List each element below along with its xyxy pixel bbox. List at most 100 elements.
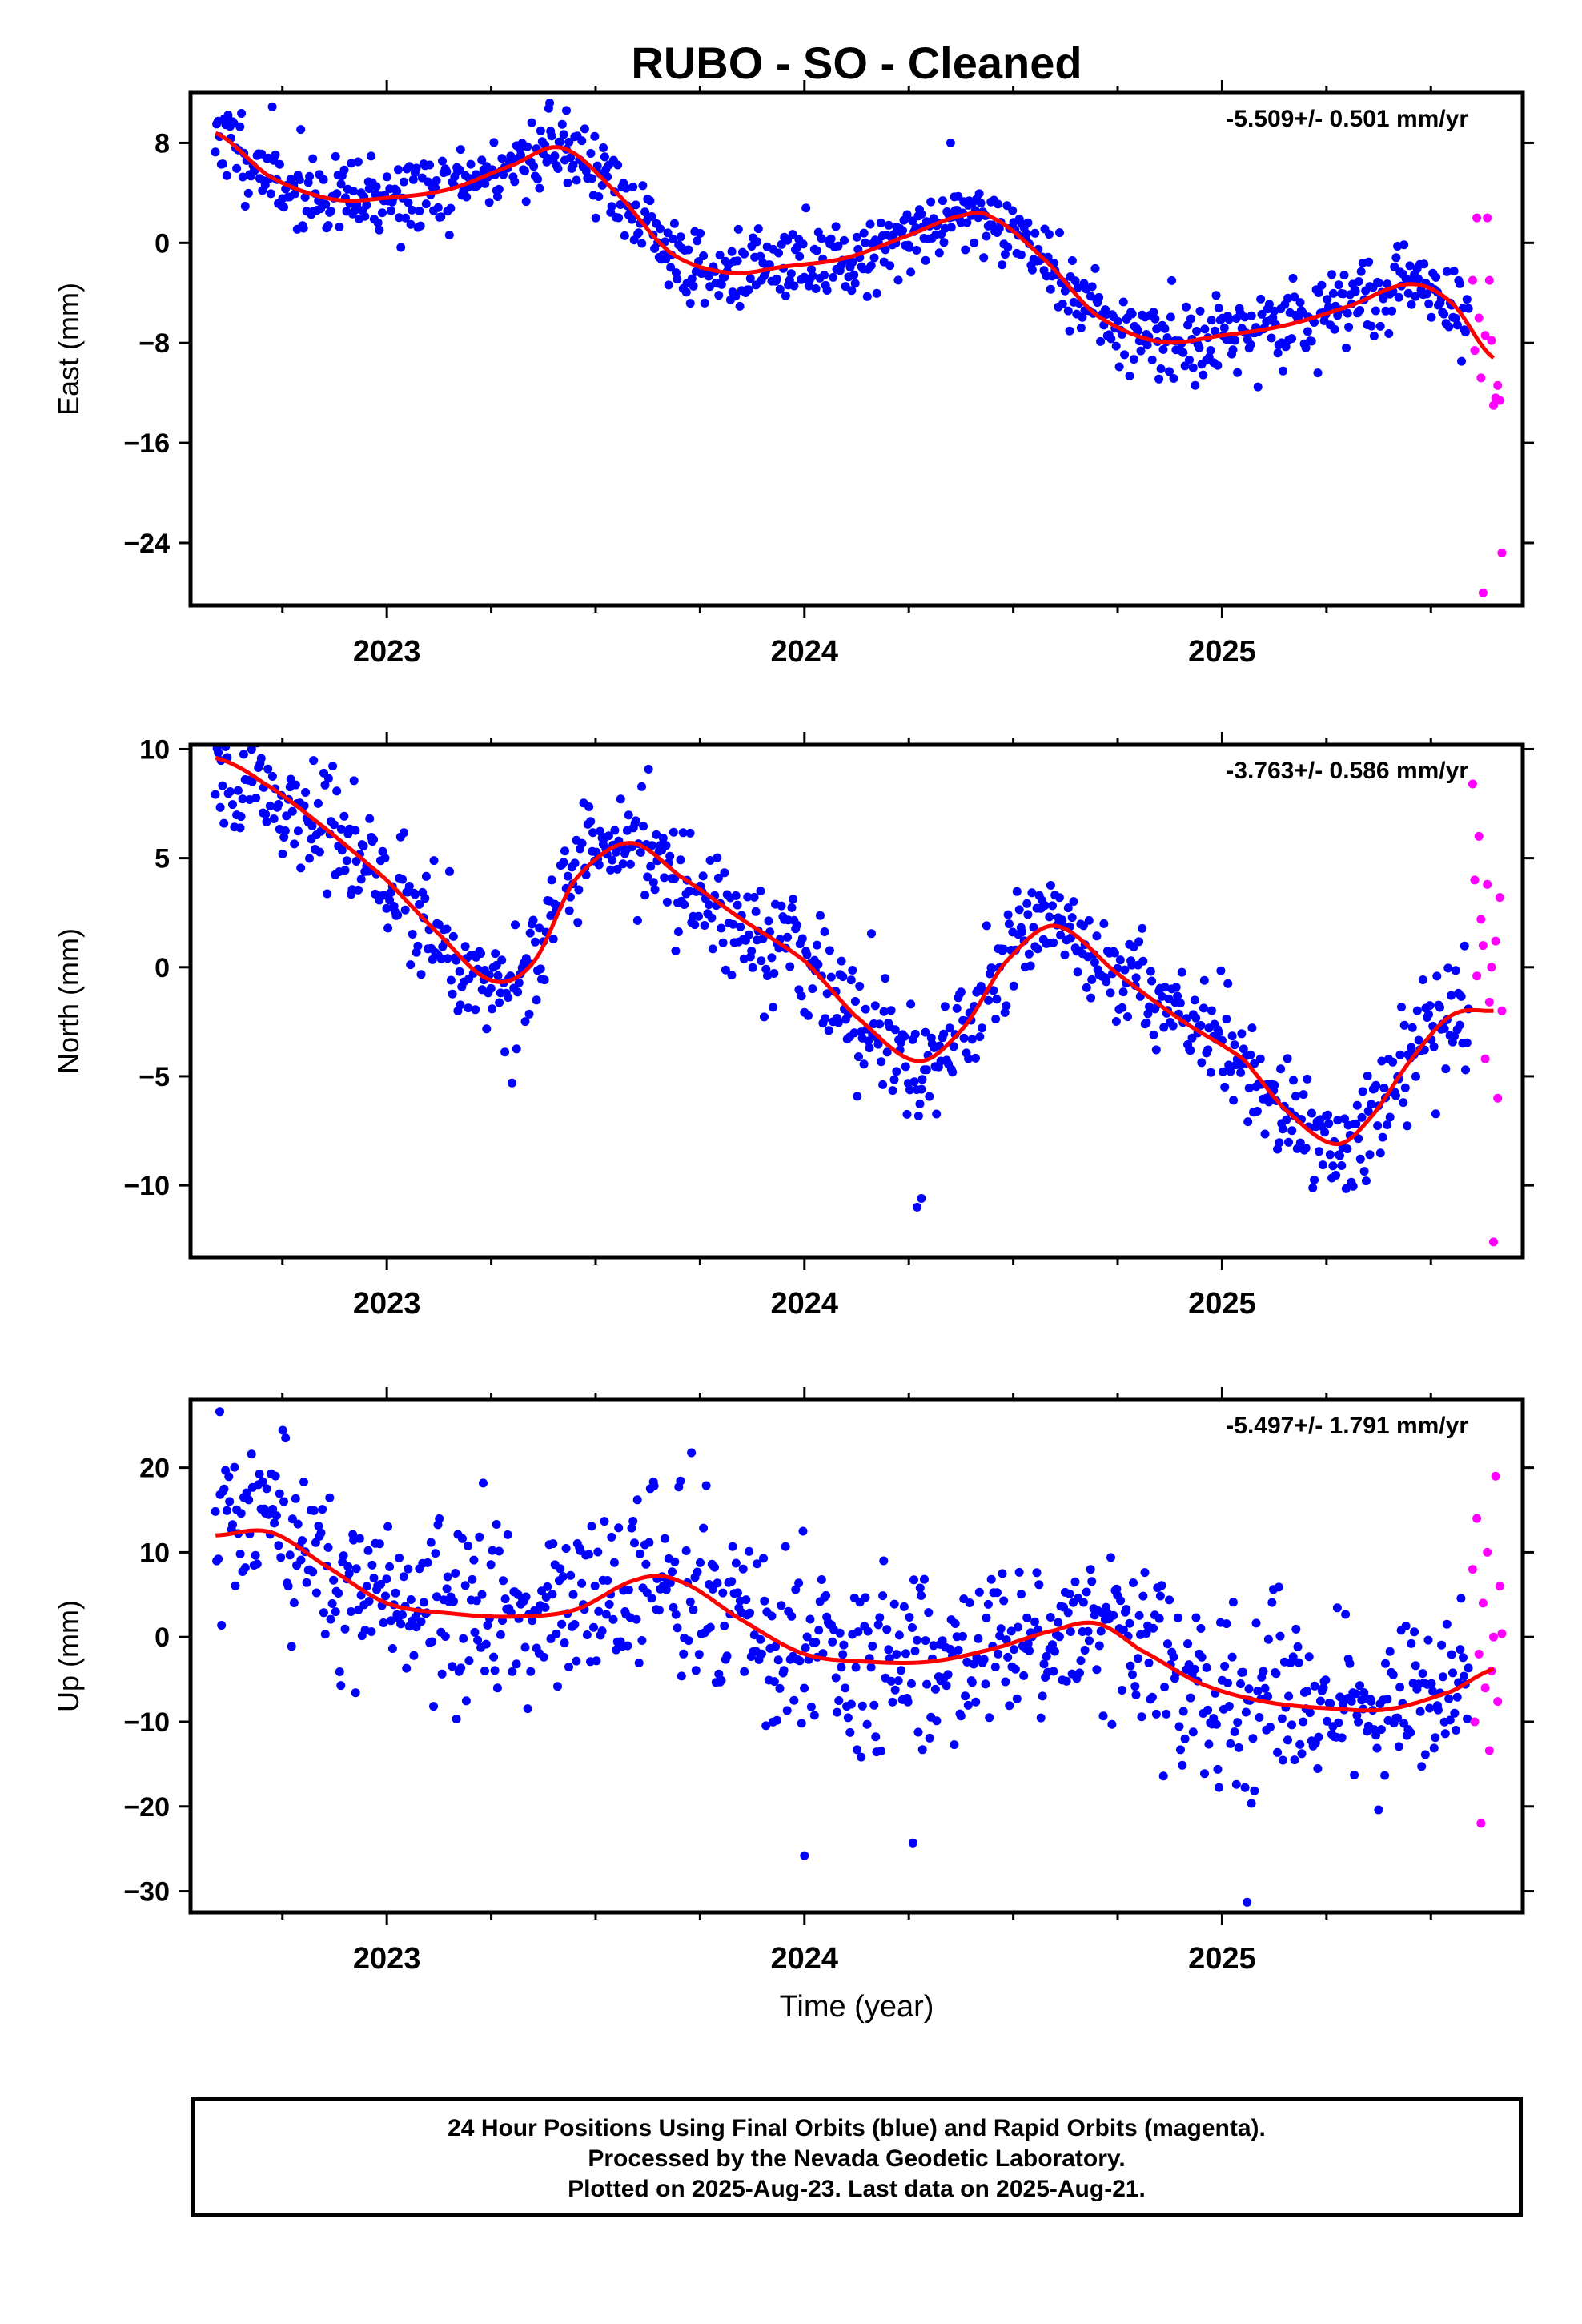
north-final-point [878, 1080, 888, 1089]
north-final-point [948, 1068, 958, 1077]
up-final-point [1224, 1702, 1234, 1711]
east-y-tick-label: −24 [123, 529, 170, 559]
up-final-point [908, 1623, 917, 1632]
east-final-point [717, 279, 726, 289]
up-rapid-point [1483, 1547, 1492, 1557]
east-final-point [1149, 308, 1158, 317]
north-final-point [660, 873, 669, 883]
east-rapid-point [1476, 373, 1486, 383]
east-final-point [1460, 328, 1470, 337]
north-final-point [1069, 897, 1078, 907]
north-final-point [900, 1031, 909, 1041]
north-final-point [1082, 983, 1091, 992]
up-final-point [1109, 1610, 1118, 1620]
north-final-point [769, 969, 779, 978]
north-final-point [1247, 1023, 1257, 1033]
up-final-point [520, 1642, 530, 1652]
north-final-point [1307, 1108, 1316, 1118]
up-final-point [942, 1681, 951, 1691]
up-final-point [1305, 1708, 1315, 1718]
up-final-point [399, 1572, 408, 1582]
north-final-point [1056, 931, 1066, 940]
north-final-point [445, 866, 454, 876]
up-final-point [1274, 1582, 1283, 1592]
east-final-point [260, 180, 270, 190]
up-final-point [336, 1681, 346, 1691]
east-final-point [1301, 343, 1311, 352]
north-final-point [214, 748, 223, 758]
up-final-point [492, 1683, 502, 1693]
up-final-point [1304, 1652, 1314, 1662]
north-final-point [733, 900, 742, 910]
east-final-point [1414, 274, 1423, 283]
up-final-point [863, 1626, 873, 1636]
up-final-point [802, 1632, 812, 1642]
east-final-point [1087, 282, 1097, 292]
north-final-point [1397, 1003, 1406, 1012]
east-final-point [727, 247, 737, 256]
up-final-point [1385, 1647, 1395, 1656]
up-final-point [637, 1636, 647, 1645]
up-final-point [1456, 1645, 1465, 1655]
north-final-point [678, 828, 688, 838]
up-final-point [882, 1625, 892, 1634]
east-final-point [812, 246, 821, 255]
up-final-point [479, 1478, 488, 1488]
east-final-point [1342, 343, 1351, 352]
east-final-point [499, 170, 508, 179]
north-final-point [495, 998, 504, 1007]
up-final-point [811, 1638, 821, 1647]
up-final-point [1227, 1652, 1237, 1662]
up-final-point [1066, 1627, 1075, 1636]
east-final-point [1186, 314, 1195, 324]
up-final-point [1255, 1713, 1264, 1722]
up-final-point [1347, 1696, 1356, 1706]
up-final-point [1076, 1656, 1086, 1666]
north-final-point [717, 923, 726, 933]
up-final-point [1094, 1641, 1104, 1651]
east-rate-label: -5.509+/- 0.501 mm/yr [1226, 106, 1468, 132]
up-final-point [958, 1631, 967, 1641]
up-final-point [362, 1582, 371, 1591]
up-final-point [1351, 1689, 1361, 1699]
up-rapid-point [1468, 1565, 1477, 1574]
up-final-point [435, 1514, 444, 1523]
east-final-point [817, 234, 826, 243]
east-final-point [1384, 329, 1394, 338]
north-final-point [1022, 899, 1032, 908]
up-final-point [1173, 1613, 1182, 1622]
up-final-point [1180, 1734, 1190, 1743]
up-final-point [564, 1663, 573, 1671]
north-final-point [233, 786, 243, 795]
north-final-point [636, 848, 645, 857]
up-final-point [1332, 1603, 1342, 1613]
up-final-point [1253, 1687, 1263, 1696]
east-final-point [884, 220, 893, 230]
east-final-point [1367, 321, 1376, 331]
north-final-point [1447, 991, 1456, 1000]
east-final-point [1003, 243, 1013, 252]
up-final-point [601, 1610, 611, 1619]
north-final-point [1175, 999, 1185, 1008]
north-final-point [215, 802, 225, 812]
north-final-point [531, 937, 540, 947]
up-final-point [761, 1721, 771, 1731]
north-final-point [1040, 901, 1050, 911]
north-final-point [508, 1078, 516, 1088]
north-final-point [1115, 955, 1125, 965]
up-final-point [503, 1530, 512, 1539]
up-final-point [251, 1550, 260, 1560]
up-final-point [475, 1532, 484, 1542]
north-final-point [892, 1067, 901, 1076]
east-final-point [638, 181, 648, 191]
east-final-point [621, 183, 631, 193]
east-final-point [510, 177, 520, 187]
up-final-point [512, 1659, 521, 1669]
up-final-point [351, 1688, 360, 1698]
north-final-point [1308, 1183, 1318, 1192]
up-final-point [1448, 1668, 1457, 1678]
east-final-point [1364, 257, 1374, 267]
up-rate-label: -5.497+/- 1.791 mm/yr [1226, 1413, 1468, 1439]
east-final-point [594, 192, 604, 201]
north-final-point [369, 834, 379, 844]
